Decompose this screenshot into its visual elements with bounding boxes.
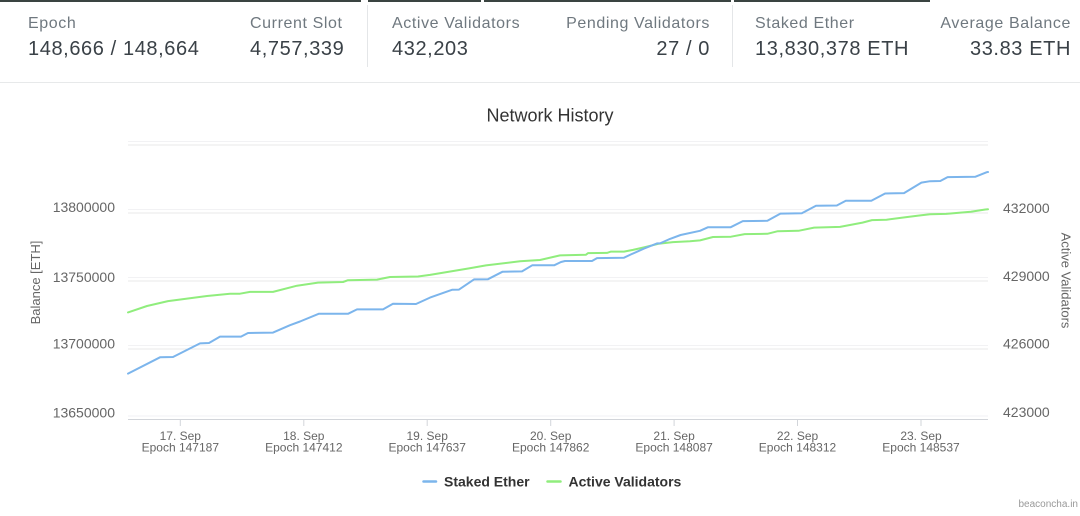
svg-text:19. Sep: 19. Sep <box>407 429 449 443</box>
svg-text:20. Sep: 20. Sep <box>530 429 572 443</box>
svg-text:432000: 432000 <box>1003 200 1050 216</box>
svg-text:429000: 429000 <box>1003 268 1050 284</box>
svg-text:Epoch 148087: Epoch 148087 <box>635 441 713 455</box>
svg-text:Epoch 148312: Epoch 148312 <box>759 441 837 455</box>
svg-text:beaconcha.in: beaconcha.in <box>1019 499 1079 510</box>
svg-text:Epoch 147862: Epoch 147862 <box>512 441 590 455</box>
svg-text:Network History: Network History <box>486 106 613 126</box>
svg-text:423000: 423000 <box>1003 404 1050 420</box>
svg-text:13800000: 13800000 <box>53 199 116 215</box>
svg-text:21. Sep: 21. Sep <box>653 429 695 443</box>
svg-text:Active Validators: Active Validators <box>1059 233 1074 329</box>
svg-text:Epoch 147637: Epoch 147637 <box>388 441 466 455</box>
svg-text:13700000: 13700000 <box>53 336 116 352</box>
svg-text:13750000: 13750000 <box>53 269 116 285</box>
svg-text:Balance [ETH]: Balance [ETH] <box>28 241 43 325</box>
svg-text:Staked Ether: Staked Ether <box>444 474 530 490</box>
svg-text:Epoch 147187: Epoch 147187 <box>142 441 220 455</box>
svg-text:18. Sep: 18. Sep <box>283 429 325 443</box>
svg-text:426000: 426000 <box>1003 336 1050 352</box>
svg-text:22. Sep: 22. Sep <box>777 429 819 443</box>
svg-text:23. Sep: 23. Sep <box>900 429 942 443</box>
svg-text:17. Sep: 17. Sep <box>160 429 202 443</box>
svg-text:Epoch 148537: Epoch 148537 <box>882 441 960 455</box>
svg-text:13650000: 13650000 <box>53 405 116 421</box>
svg-text:Epoch 147412: Epoch 147412 <box>265 441 343 455</box>
svg-text:Active Validators: Active Validators <box>569 474 682 490</box>
